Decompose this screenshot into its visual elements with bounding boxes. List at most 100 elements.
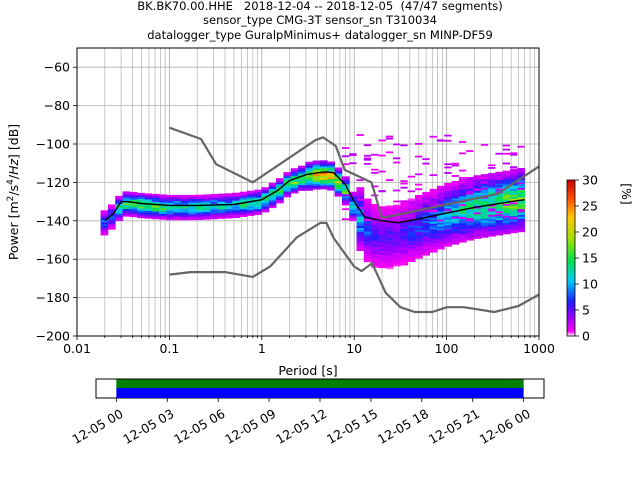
histogram-cell: [444, 198, 452, 201]
histogram-cell: [268, 205, 277, 209]
availability-bars: [116, 379, 524, 398]
histogram-cell: [137, 200, 145, 203]
histogram-cell: [400, 200, 408, 203]
histogram-cell: [393, 229, 401, 232]
histogram-cell: [415, 194, 423, 198]
histogram-cell: [334, 169, 343, 172]
histogram-cell: [327, 180, 335, 183]
histogram-cell: [400, 251, 409, 254]
histogram-cell: [415, 241, 423, 244]
histogram-cell: [510, 190, 518, 193]
histogram-cell: [356, 239, 365, 242]
histogram-cell: [495, 173, 504, 176]
histogram-cell: [451, 219, 460, 222]
histogram-cell: [385, 234, 394, 237]
histogram-cell: [415, 237, 423, 240]
histogram-cell: [305, 165, 314, 168]
histogram-cell: [429, 250, 438, 253]
histogram-cell: [502, 210, 511, 214]
histogram-cell: [393, 209, 401, 212]
histogram-cell: [517, 216, 526, 219]
histogram-cell: [488, 234, 496, 237]
histogram-cell: [305, 167, 314, 170]
histogram-cell: [415, 256, 423, 259]
histogram-cell: [400, 257, 409, 260]
histogram-cell: [466, 218, 474, 220]
histogram-cell: [415, 246, 423, 249]
histogram-cell: [436, 193, 445, 196]
histogram-cell: [407, 254, 416, 257]
histogram-cell: [312, 160, 321, 163]
histogram-cell: [466, 219, 474, 222]
histogram-cell: [429, 227, 438, 230]
histogram-cell: [415, 173, 423, 176]
histogram-cell: [517, 214, 526, 217]
histogram-cell: [429, 198, 438, 201]
histogram-cell: [480, 222, 489, 225]
histogram-cell: [378, 246, 387, 249]
histogram-cell: [495, 196, 504, 199]
histogram-cell: [495, 208, 504, 211]
histogram-cell: [210, 199, 218, 202]
histogram-cell: [502, 215, 511, 218]
histogram-cell: [188, 208, 197, 211]
histogram-cell: [115, 218, 123, 222]
histogram-cell: [415, 242, 423, 246]
histogram-cell: [159, 211, 167, 214]
histogram-cell: [429, 244, 438, 247]
histogram-cell: [276, 183, 284, 187]
histogram-cell: [385, 263, 394, 266]
histogram-cell: [327, 174, 335, 178]
histogram-cell: [385, 230, 394, 233]
histogram-cell: [144, 197, 153, 200]
histogram-cell: [393, 143, 401, 146]
histogram-cell: [415, 155, 423, 158]
histogram-cell: [283, 189, 292, 192]
histogram-cell: [502, 216, 511, 219]
histogram-cell: [502, 152, 511, 155]
histogram-cell: [371, 211, 379, 214]
histogram-cell: [415, 202, 423, 205]
histogram-cell: [181, 196, 189, 200]
histogram-cell: [210, 201, 218, 204]
histogram-cell: [451, 211, 460, 214]
histogram-cell: [400, 182, 408, 185]
histogram-cell: [495, 223, 504, 226]
histogram-cell: [393, 225, 401, 229]
histogram-cell: [407, 221, 416, 224]
histogram-cell: [502, 209, 511, 212]
histogram-cell: [378, 248, 387, 251]
histogram-cell: [239, 210, 248, 214]
histogram-cell: [254, 210, 262, 214]
histogram-cell: [517, 222, 526, 225]
histogram-cell: [451, 207, 460, 211]
histogram-cell: [393, 210, 401, 213]
histogram-cell: [100, 214, 109, 217]
histogram-cell: [517, 212, 526, 215]
histogram-cell: [188, 198, 197, 201]
histogram-cell: [488, 204, 496, 207]
histogram-cell: [400, 255, 409, 258]
histogram-cell: [129, 197, 138, 200]
histogram-cell: [393, 218, 401, 221]
histogram-cell: [429, 208, 438, 211]
histogram-cell: [100, 216, 109, 219]
histogram-cell: [393, 227, 401, 230]
histogram-cell: [305, 184, 314, 187]
histogram-cell: [517, 145, 525, 148]
histogram-cell: [502, 207, 511, 210]
histogram-cell: [451, 228, 460, 232]
histogram-cell: [407, 248, 416, 251]
histogram-cell: [363, 198, 372, 201]
histogram-cell: [385, 205, 394, 208]
histogram-cell: [429, 210, 437, 213]
histogram-cell: [488, 199, 496, 203]
histogram-cell: [458, 178, 467, 182]
histogram-cell: [378, 262, 387, 265]
histogram-cell: [363, 221, 372, 224]
histogram-cell: [261, 202, 270, 205]
histogram-cell: [400, 230, 409, 233]
histogram-cell: [129, 211, 138, 214]
histogram-cell: [378, 227, 387, 230]
histogram-cell: [422, 222, 431, 225]
